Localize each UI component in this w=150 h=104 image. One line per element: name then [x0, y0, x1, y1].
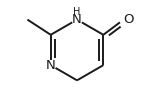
Text: O: O	[124, 13, 134, 26]
Text: H: H	[73, 7, 81, 17]
Text: N: N	[46, 59, 56, 72]
Text: N: N	[72, 13, 82, 26]
